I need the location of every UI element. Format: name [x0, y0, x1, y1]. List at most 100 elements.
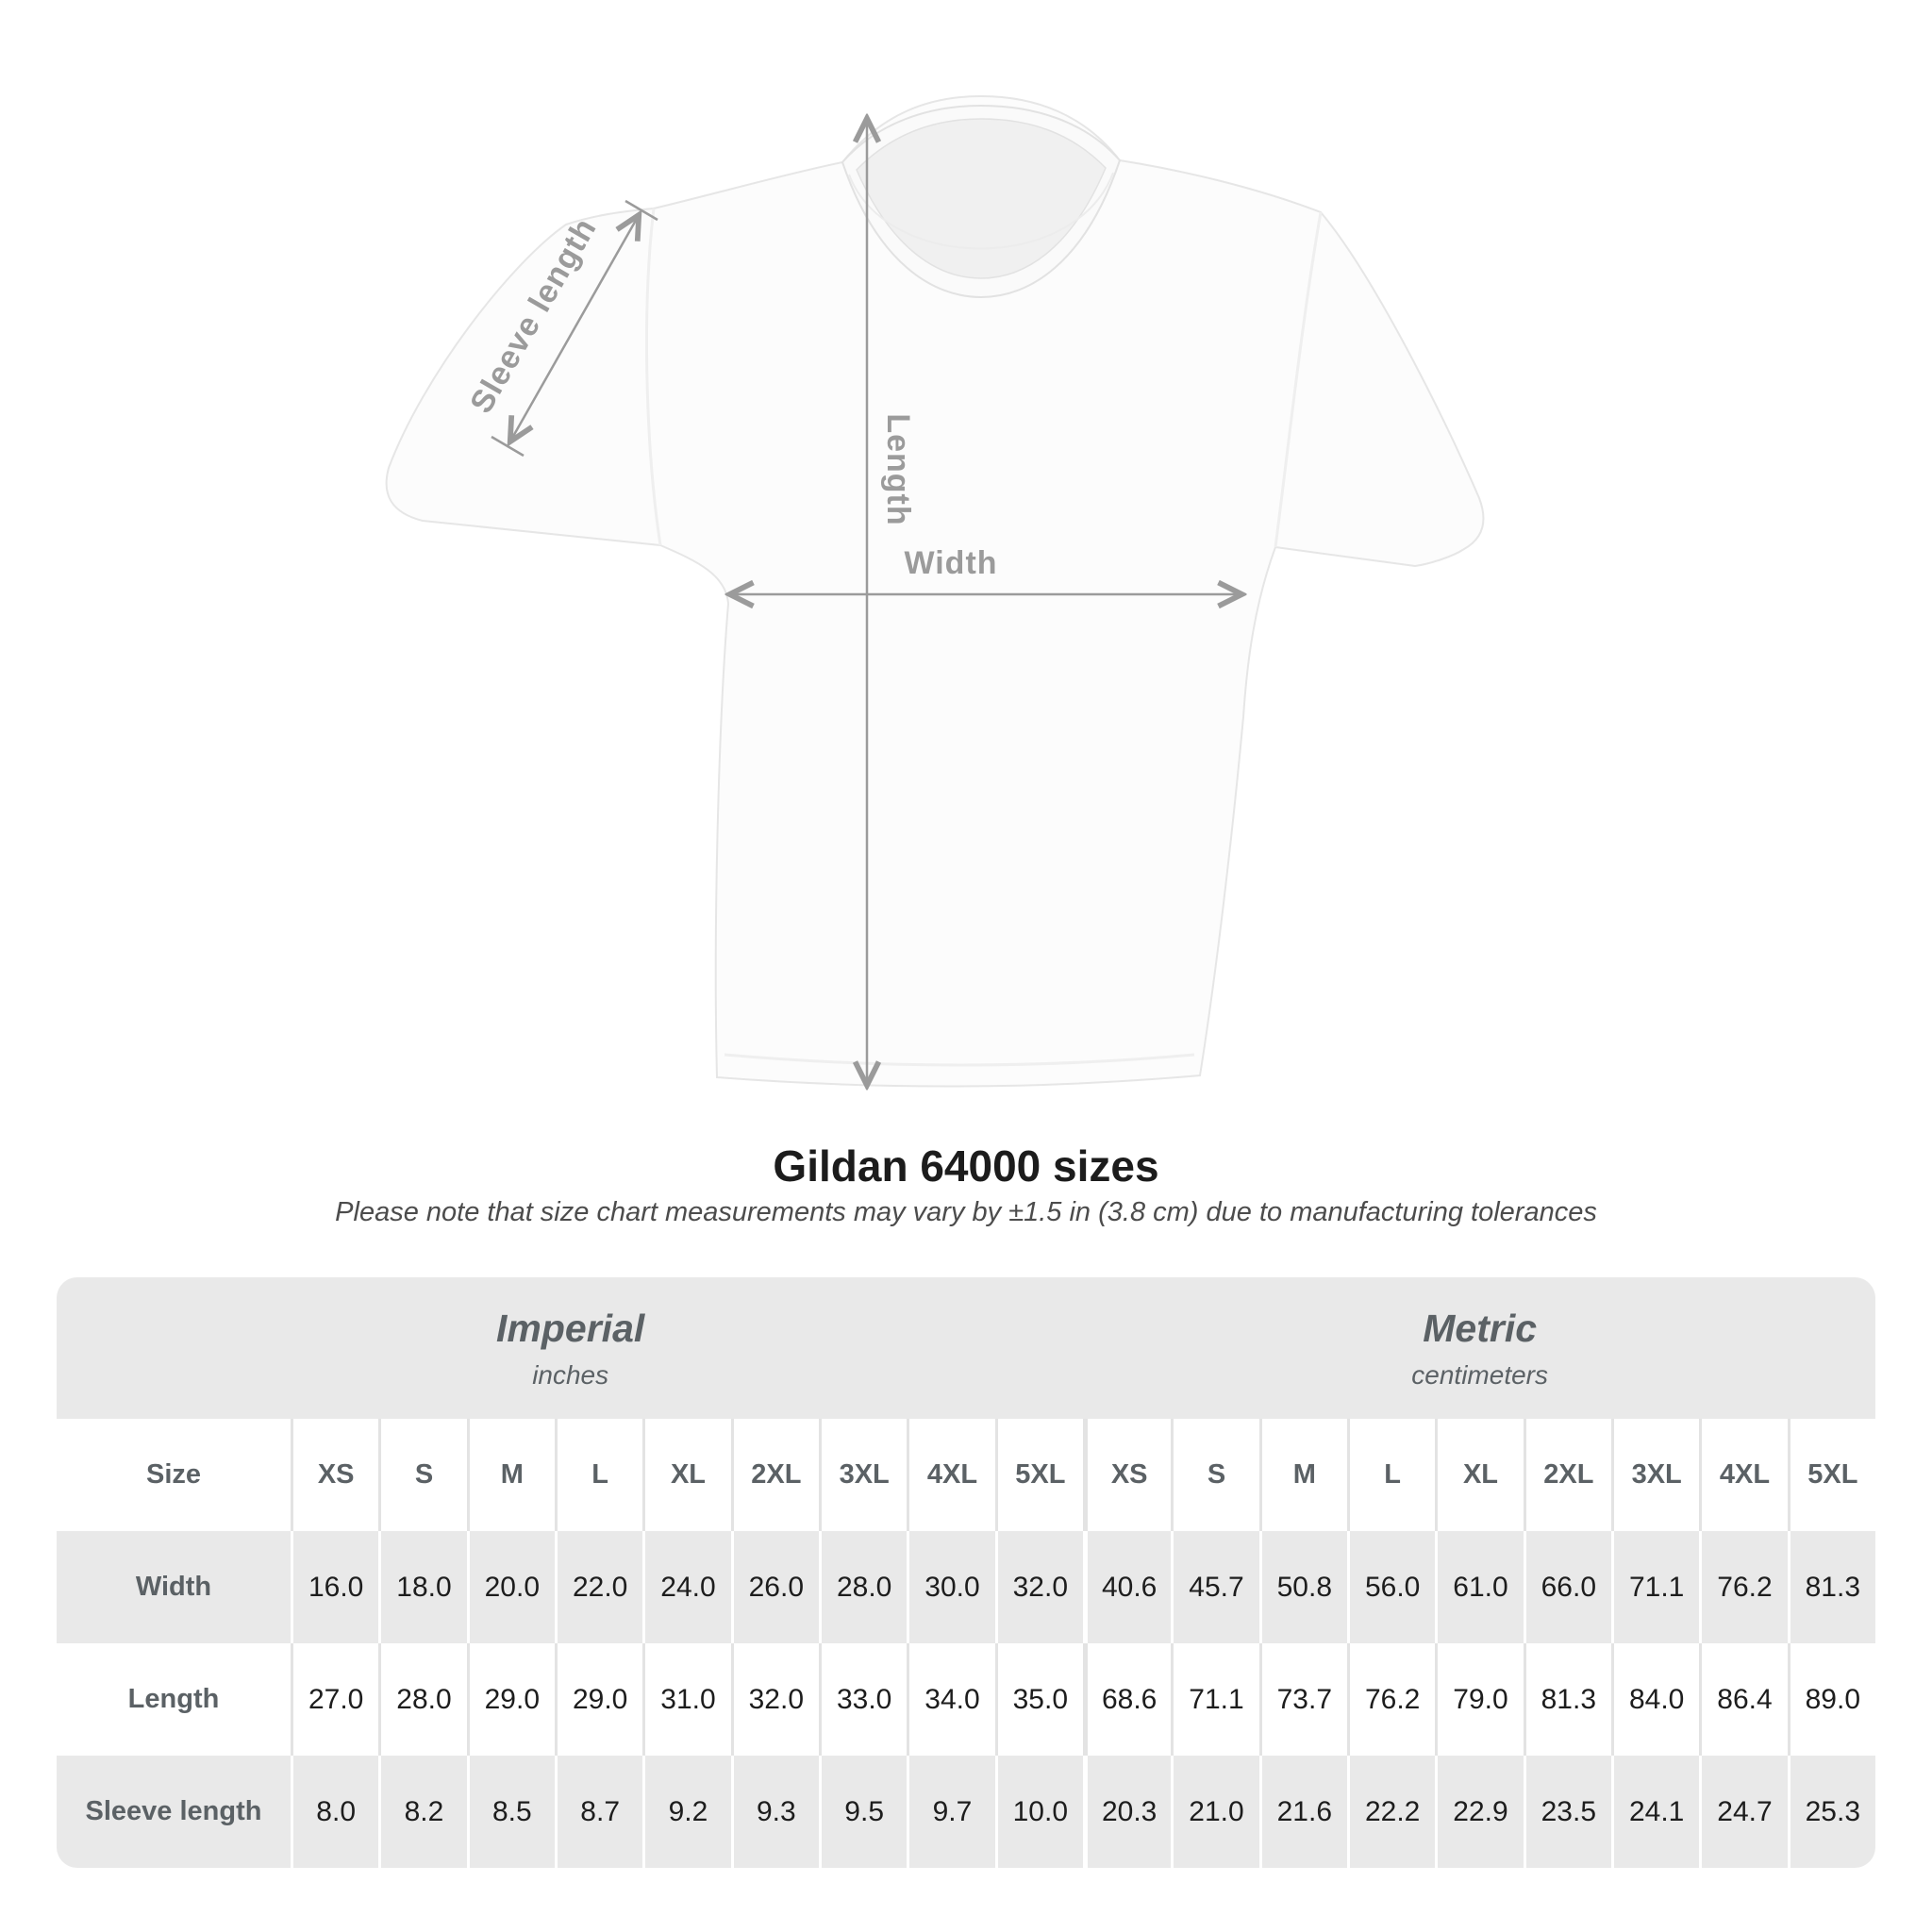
width-value-cell: 20.0	[466, 1531, 555, 1644]
unit-band: Imperial inches Metric centimeters	[57, 1277, 1875, 1420]
width-value-cell: 26.0	[730, 1531, 819, 1644]
size-header-row: Size XS S M L XL 2XL 3XL 4XL 5XL XS S M L XL 2XL 3XL 4XL…	[57, 1419, 1875, 1532]
metric-group-header: Metric centimeters	[1084, 1277, 1875, 1419]
sleeve-length-value-cell: 22.2	[1347, 1756, 1435, 1869]
length-value-cell: 34.0	[907, 1643, 994, 1757]
length-value-cell: 73.7	[1258, 1643, 1347, 1757]
sleeve-length-value-cell: 22.9	[1435, 1756, 1523, 1869]
size-table: Imperial inches Metric centimeters Size …	[57, 1277, 1875, 1869]
width-value-cell: 32.0	[994, 1531, 1083, 1644]
length-value-cell: 86.4	[1699, 1643, 1787, 1757]
size-column-header: XS	[291, 1419, 378, 1532]
width-label: Width	[904, 545, 997, 581]
width-value-cell: 71.1	[1611, 1531, 1699, 1644]
left-armhole-seam	[645, 208, 662, 546]
width-value-cell: 45.7	[1171, 1531, 1258, 1644]
size-column-header: S	[1171, 1419, 1258, 1532]
size-column-header: 5XL	[1787, 1419, 1875, 1532]
width-value-cell: 18.0	[378, 1531, 466, 1644]
page-title: Gildan 64000 sizes	[773, 1141, 1159, 1191]
width-value-cell: 66.0	[1523, 1531, 1611, 1644]
length-value-cell: 89.0	[1787, 1643, 1875, 1757]
width-value-cell: 50.8	[1258, 1531, 1347, 1644]
length-value-cell: 31.0	[642, 1643, 730, 1757]
tshirt-diagram: Length Width Sleeve length	[385, 94, 1485, 1123]
sleeve-length-value-cell: 20.3	[1083, 1756, 1171, 1869]
length-value-cell: 71.1	[1171, 1643, 1258, 1757]
sleeve-length-value-cell: 25.3	[1787, 1756, 1875, 1869]
width-value-cell: 24.0	[642, 1531, 730, 1644]
size-corner-label: Size	[145, 1459, 202, 1491]
size-column-header: L	[1347, 1419, 1435, 1532]
width-value-cell: 22.0	[555, 1531, 642, 1644]
sleeve-length-value-cell: 9.3	[730, 1756, 819, 1869]
sleeve-length-row-label: Sleeve length	[85, 1796, 262, 1827]
width-value-cell: 30.0	[907, 1531, 994, 1644]
size-column-header: 4XL	[1699, 1419, 1787, 1532]
width-value-cell: 28.0	[819, 1531, 907, 1644]
metric-label: Metric	[1423, 1306, 1538, 1350]
length-row-label: Length	[127, 1684, 220, 1715]
table-row-sleeve-length: Sleeve length 8.0 8.2 8.5 8.7 9.2 9.3 9.5 9.7 10…	[57, 1756, 1875, 1869]
size-column-header: 3XL	[819, 1419, 907, 1532]
sleeve-length-arrow	[511, 217, 638, 440]
length-value-cell: 28.0	[378, 1643, 466, 1757]
sleeve-length-value-cell: 8.7	[555, 1756, 642, 1869]
sleeve-length-value-cell: 9.2	[642, 1756, 730, 1869]
length-value-cell: 68.6	[1083, 1643, 1171, 1757]
size-column-header: XL	[1435, 1419, 1523, 1532]
length-value-cell: 81.3	[1523, 1643, 1611, 1757]
size-column-header: 3XL	[1611, 1419, 1699, 1532]
length-value-cell: 32.0	[730, 1643, 819, 1757]
hem-stitch	[724, 1053, 1195, 1067]
sleeve-length-value-cell: 10.0	[994, 1756, 1083, 1869]
length-value-cell: 84.0	[1611, 1643, 1699, 1757]
table-row-width: Width 16.0 18.0 20.0 22.0 24.0 26.0 28.0 30.0 32…	[57, 1531, 1875, 1644]
length-value-cell: 29.0	[466, 1643, 555, 1757]
length-value-cell: 27.0	[291, 1643, 378, 1757]
sleeve-length-value-cell: 8.5	[466, 1756, 555, 1869]
size-column-header: S	[378, 1419, 466, 1532]
width-row-label: Width	[135, 1572, 212, 1603]
length-value-cell: 35.0	[994, 1643, 1083, 1757]
size-column-header: M	[1258, 1419, 1347, 1532]
width-value-cell: 76.2	[1699, 1531, 1787, 1644]
sleeve-length-value-cell: 23.5	[1523, 1756, 1611, 1869]
width-value-cell: 40.6	[1083, 1531, 1171, 1644]
imperial-unit-label: inches	[532, 1359, 609, 1390]
table-row-length: Length 27.0 28.0 29.0 29.0 31.0 32.0 33.0 34.0 3…	[57, 1643, 1875, 1757]
size-column-header: L	[555, 1419, 642, 1532]
width-value-cell: 81.3	[1787, 1531, 1875, 1644]
size-column-header: 5XL	[994, 1419, 1083, 1532]
sleeve-length-value-cell: 24.1	[1611, 1756, 1699, 1869]
width-value-cell: 16.0	[291, 1531, 378, 1644]
length-value-cell: 29.0	[555, 1643, 642, 1757]
width-value-cell: 56.0	[1347, 1531, 1435, 1644]
imperial-group-header: Imperial inches	[57, 1277, 1084, 1419]
size-column-header: XS	[1083, 1419, 1171, 1532]
size-column-header: 4XL	[907, 1419, 994, 1532]
sleeve-length-value-cell: 9.5	[819, 1756, 907, 1869]
sleeve-length-value-cell: 8.0	[291, 1756, 378, 1869]
tolerance-note: Please note that size chart measurements…	[335, 1196, 1597, 1227]
size-column-header: 2XL	[730, 1419, 819, 1532]
length-value-cell: 76.2	[1347, 1643, 1435, 1757]
sleeve-tick-bottom	[491, 435, 525, 458]
size-column-header: M	[466, 1419, 555, 1532]
sleeve-length-value-cell: 21.6	[1258, 1756, 1347, 1869]
size-column-header: 2XL	[1523, 1419, 1611, 1532]
sleeve-tick-top	[625, 199, 658, 222]
sleeve-length-value-cell: 8.2	[378, 1756, 466, 1869]
size-column-header: XL	[642, 1419, 730, 1532]
metric-unit-label: centimeters	[1411, 1359, 1548, 1390]
length-value-cell: 33.0	[819, 1643, 907, 1757]
right-armhole-seam	[1274, 211, 1323, 548]
sleeve-length-value-cell: 21.0	[1171, 1756, 1258, 1869]
width-value-cell: 61.0	[1435, 1531, 1523, 1644]
sleeve-length-value-cell: 24.7	[1699, 1756, 1787, 1869]
length-label: Length	[880, 413, 916, 525]
length-value-cell: 79.0	[1435, 1643, 1523, 1757]
sleeve-length-value-cell: 9.7	[907, 1756, 994, 1869]
imperial-label: Imperial	[496, 1306, 645, 1350]
